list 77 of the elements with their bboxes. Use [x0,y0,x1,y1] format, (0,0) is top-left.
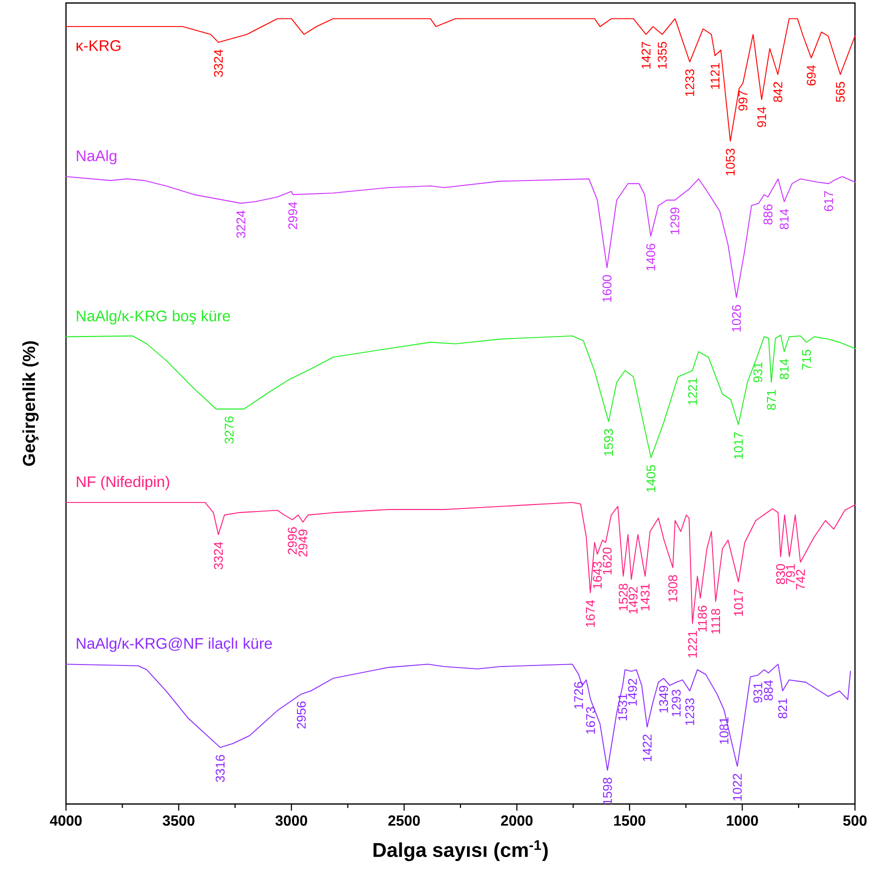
annotation: 1422 [642,734,652,762]
annotation: 884 [764,680,773,700]
annotation: 742 [796,570,805,590]
annotation: 1593 [604,429,614,456]
annotation: 2996 [288,527,297,554]
annotation: 617 [824,191,834,212]
annotation: 1233 [685,698,694,726]
x-tick-label: 4000 [50,815,82,826]
annotation: 821 [778,698,788,718]
series-label: NaAlg/κ-KRG@NF ilaçlı küre [76,638,272,652]
annotation: 931 [753,682,762,703]
annotation: 565 [836,82,845,102]
annotation: 2994 [288,202,298,230]
x-tick-label: 1500 [614,815,646,826]
x-tick-label: 3000 [275,815,308,826]
annotation: 1674 [586,600,595,627]
annotation: 931 [753,362,762,382]
annotation: 1221 [688,378,697,405]
annotation: 1492 [628,678,637,706]
annotation: 1053 [726,148,735,176]
x-tick-label: 3500 [162,815,194,826]
annotation: 997 [738,90,748,111]
annotation: 1121 [710,63,720,89]
annotation: 1673 [586,707,596,734]
annotation: 1349 [659,686,668,712]
series-label: NaAlg/κ-KRG boş küre [76,310,230,324]
annotation: 1026 [732,304,741,332]
annotation: 1081 [720,717,728,744]
series-label: NF (Nifedipin) [76,476,170,490]
annotation: 871 [766,390,776,410]
y-axis-title: Geçirgenlik (%) [22,341,39,466]
annotation: 842 [773,82,782,102]
annotation: 1726 [574,682,584,709]
annotation: 3316 [216,754,225,782]
annotation: 1299 [670,208,680,234]
x-tick-label: 1000 [726,815,758,826]
annotation: 1492 [628,586,638,614]
annotation: 1355 [658,42,667,69]
annotation: 814 [780,358,789,380]
annotation: 914 [757,106,766,128]
series-label: κ-KRG [76,40,120,52]
annotation: 1017 [734,432,743,459]
annotation: 1406 [646,244,656,270]
annotation: 2949 [298,530,308,557]
annotation: 830 [776,564,786,584]
annotation: 1427 [642,42,650,69]
annotation: 1643 [592,562,602,588]
annotation: 715 [802,350,811,370]
annotation: 814 [780,208,789,230]
annotation: 886 [763,204,772,224]
annotation: 791 [786,564,795,584]
annotation: 1308 [668,575,678,602]
annotation: 1233 [685,69,694,96]
x-axis-title: Dalga sayısı (cm$^{-1}$) [374,840,548,862]
annotation: 1600 [602,275,612,302]
annotation: 3324 [214,50,223,77]
series-label: NaAlg [76,150,116,164]
annotation: 694 [806,65,816,86]
annotation: 1022 [732,774,742,800]
annotation: 1531 [618,694,628,720]
annotation: 3324 [214,542,223,570]
annotation: 3276 [224,416,234,444]
annotation: 1405 [646,465,656,492]
annotation: 1221 [688,630,697,658]
annotation: 1431 [640,584,650,610]
x-tick-label: 500 [843,815,867,826]
x-tick-label: 2000 [501,815,533,826]
annotation: 3224 [236,210,246,238]
annotation: 2956 [296,702,306,729]
annotation: 1017 [734,589,743,616]
annotation: 1528 [618,584,628,610]
annotation: 1118 [711,608,720,634]
annotation: 1620 [602,548,612,574]
annotation: 1293 [672,690,681,716]
annotation: 1598 [602,778,612,804]
annotation: 1186 [698,606,707,632]
x-tick-label: 2500 [388,815,420,826]
